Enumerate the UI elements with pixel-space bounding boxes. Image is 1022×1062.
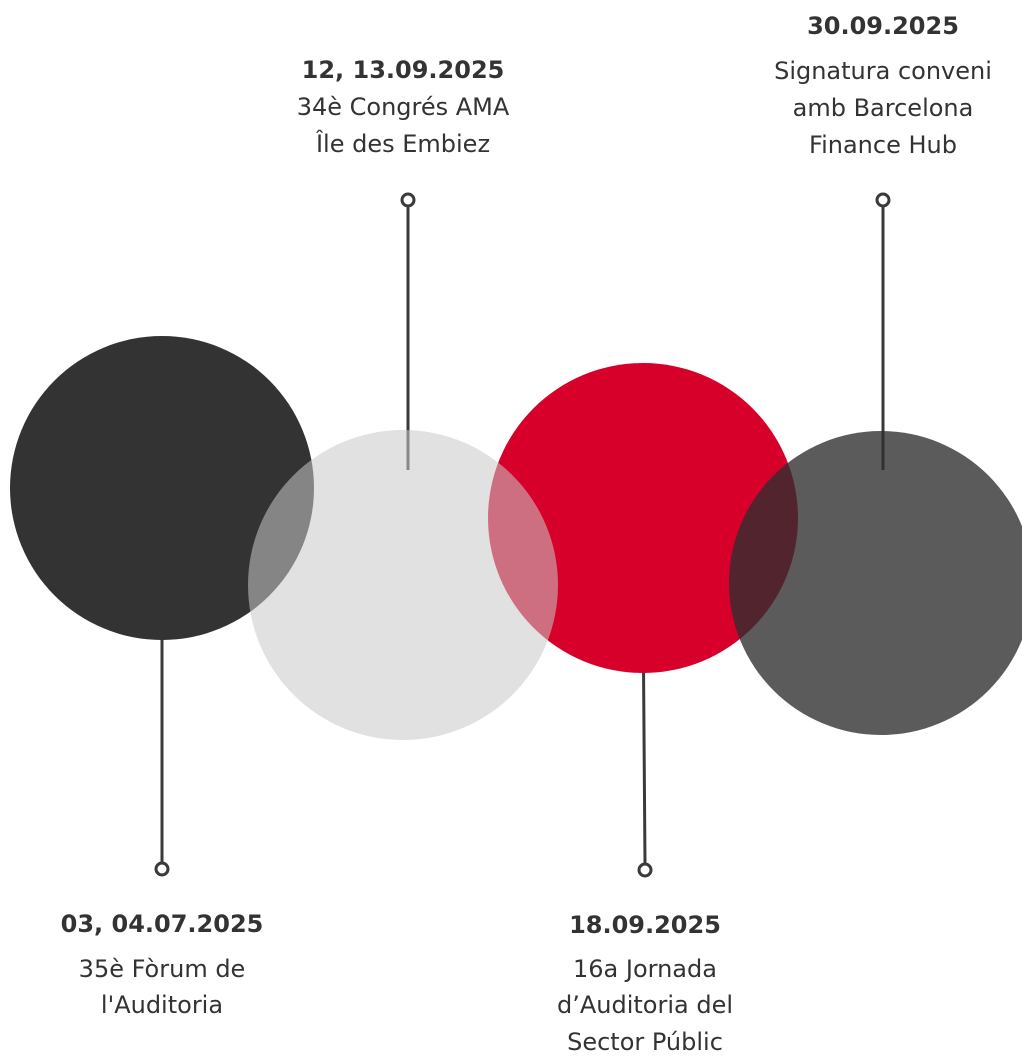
circle [10,336,314,640]
event-text: 35è Fòrum de [79,955,246,983]
event-date: 12, 13.09.2025 [302,56,505,84]
event-text: 16a Jornada [573,955,717,983]
event-text: Sector Públic [567,1028,723,1056]
circle [729,431,1022,735]
event-text: Île des Embiez [315,129,490,158]
event-text: Signatura conveni [774,57,992,85]
event-text: d’Auditoria del [557,991,733,1019]
event-date: 30.09.2025 [807,12,959,40]
circle [248,430,558,740]
event-text: Finance Hub [809,131,957,159]
dot [875,192,891,208]
dot [154,861,170,877]
event-date: 18.09.2025 [569,911,721,939]
event-date: 03, 04.07.2025 [61,910,264,938]
dot [637,862,653,878]
event-text: l'Auditoria [101,991,223,1019]
circle [488,363,798,673]
dot [400,192,416,208]
event-text: amb Barcelona [793,94,974,122]
event-text: 34è Congrés AMA [297,93,510,121]
